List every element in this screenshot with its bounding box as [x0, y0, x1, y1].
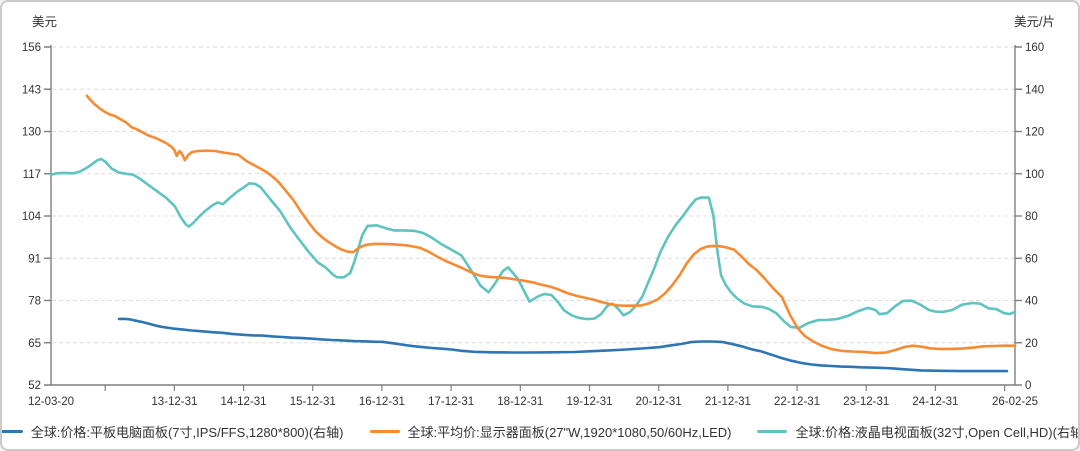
- legend-item-tv-panel[interactable]: 全球:价格:液晶电视面板(32寸,Open Cell,HD)(右轴): [757, 422, 1080, 441]
- x-axis-tick-label: 22-12-31: [774, 396, 820, 408]
- x-axis-tick-label: 23-12-31: [843, 396, 889, 408]
- left-axis-tick-label: 104: [22, 211, 42, 223]
- x-axis-tick-label: 20-12-31: [636, 396, 682, 408]
- right-axis-tick-label: 0: [1025, 380, 1031, 392]
- x-axis-tick-label: 17-12-31: [428, 396, 474, 408]
- x-axis-tick-label: 24-12-31: [912, 396, 958, 408]
- right-axis-tick-label: 40: [1025, 296, 1038, 308]
- legend-item-monitor-panel[interactable]: 全球:平均价:显示器面板(27"W,1920*1080,50/60Hz,LED): [369, 422, 732, 441]
- legend-swatch-tablet-panel: [2, 430, 23, 433]
- left-axis-tick-label: 78: [28, 296, 41, 308]
- x-axis-tick-label: 13-12-31: [151, 396, 197, 408]
- x-axis-tick-label: 16-12-31: [359, 396, 405, 408]
- series-line-tv-panel: [49, 157, 1017, 330]
- left-axis-tick-label: 52: [28, 380, 41, 392]
- left-axis-title: 美元: [32, 15, 57, 29]
- legend-swatch-tv-panel: [757, 430, 788, 433]
- x-axis-edge-label: 26-02-25: [992, 396, 1038, 408]
- x-axis-tick-label: 21-12-31: [705, 396, 751, 408]
- legend-label-tv-panel: 全球:价格:液晶电视面板(32寸,Open Cell,HD)(右轴): [795, 425, 1080, 440]
- legend-swatch-monitor-panel: [369, 430, 400, 433]
- left-axis-tick-label: 117: [23, 169, 41, 181]
- x-axis-tick-label: 18-12-31: [497, 396, 543, 408]
- right-axis-tick-label: 80: [1025, 211, 1038, 223]
- right-axis-title: 美元/片: [1014, 15, 1055, 29]
- left-axis-tick-label: 156: [22, 42, 41, 54]
- series-line-monitor-panel: [85, 94, 1017, 355]
- right-axis-tick-label: 100: [1025, 169, 1044, 181]
- legend: 全球:价格:平板电脑面板(7寸,IPS/FFS,1280*800)(右轴) 全球…: [2, 422, 1078, 441]
- x-axis-tick-label: 15-12-31: [290, 396, 336, 408]
- right-axis-tick-label: 60: [1025, 253, 1038, 265]
- right-axis-tick-label: 20: [1025, 338, 1038, 350]
- left-axis-tick-label: 130: [22, 127, 41, 139]
- right-axis-tick-label: 120: [1025, 127, 1044, 139]
- legend-item-tablet-panel[interactable]: 全球:价格:平板电脑面板(7寸,IPS/FFS,1280*800)(右轴): [2, 422, 344, 441]
- series-line-tablet-panel: [117, 317, 1009, 373]
- legend-label-tablet-panel: 全球:价格:平板电脑面板(7寸,IPS/FFS,1280*800)(右轴): [30, 425, 344, 440]
- x-axis-tick-label: 19-12-31: [566, 396, 612, 408]
- x-axis-edge-label: 12-03-20: [28, 396, 74, 408]
- legend-label-monitor-panel: 全球:平均价:显示器面板(27"W,1920*1080,50/60Hz,LED): [407, 425, 732, 440]
- left-axis-tick-label: 65: [28, 338, 41, 350]
- left-axis-tick-label: 91: [28, 253, 41, 265]
- right-axis-tick-label: 140: [1025, 84, 1044, 96]
- right-axis-tick-label: 160: [1025, 42, 1044, 54]
- left-axis-tick-label: 143: [22, 84, 41, 96]
- x-axis-tick-label: 14-12-31: [221, 396, 267, 408]
